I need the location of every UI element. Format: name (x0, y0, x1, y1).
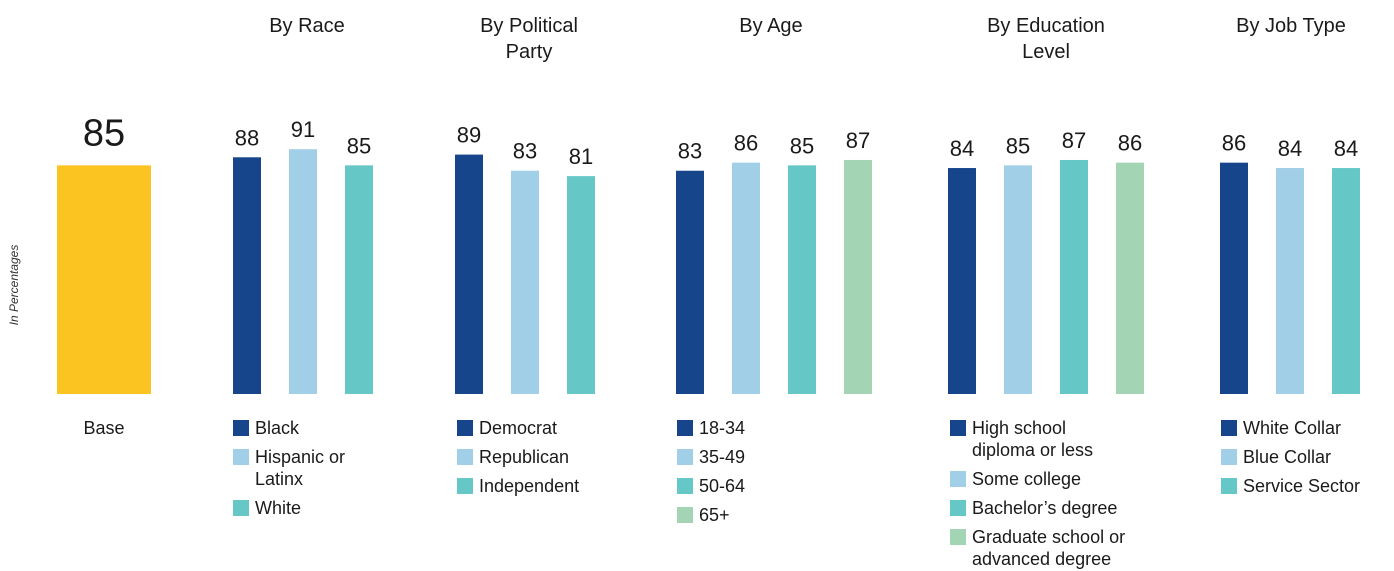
legend-label-0-0: Black (255, 418, 300, 438)
value-label-2-2: 85 (790, 133, 814, 158)
value-label-2-3: 87 (846, 128, 870, 153)
bar-2-2 (788, 165, 816, 394)
bar-1-1 (511, 170, 539, 394)
group-title-2: By Age (739, 15, 802, 37)
value-label-3-2: 87 (1062, 128, 1086, 153)
group-title-1: Party (506, 41, 553, 63)
bar-0-1 (289, 149, 317, 394)
legend-label-2-2: 50-64 (699, 476, 745, 496)
legend-label-1-2: Independent (479, 476, 579, 496)
value-label-1-0: 89 (457, 123, 481, 148)
bar-4-1 (1276, 168, 1304, 394)
bar-0-2 (345, 165, 373, 394)
legend-swatch-3-3 (950, 529, 966, 545)
legend-swatch-3-0 (950, 420, 966, 436)
bar-0-0 (233, 157, 261, 394)
legend-label-4-1: Blue Collar (1243, 447, 1331, 467)
legend-label-4-2: Service Sector (1243, 476, 1360, 496)
legend-label-2-1: 35-49 (699, 447, 745, 467)
base-bar (57, 165, 151, 394)
legend-label-3-1: Some college (972, 469, 1081, 489)
legend-swatch-4-0 (1221, 420, 1237, 436)
value-label-4-2: 84 (1334, 136, 1358, 161)
legend-label-0-1: Latinx (255, 469, 303, 489)
group-title-0: By Race (269, 15, 345, 37)
legend-label-1-1: Republican (479, 447, 569, 467)
base-value-label: 85 (83, 112, 125, 154)
legend-swatch-4-2 (1221, 478, 1237, 494)
bar-3-1 (1004, 165, 1032, 394)
legend-label-0-2: White (255, 498, 301, 518)
legend-swatch-2-0 (677, 420, 693, 436)
legend-label-3-0: diploma or less (972, 440, 1093, 460)
value-label-1-1: 83 (513, 139, 537, 164)
legend-label-2-3: 65+ (699, 505, 730, 525)
legend-swatch-1-0 (457, 420, 473, 436)
legend-swatch-4-1 (1221, 449, 1237, 465)
legend-label-3-2: Bachelor’s degree (972, 498, 1117, 518)
legend-swatch-3-1 (950, 471, 966, 487)
bar-3-3 (1116, 162, 1144, 394)
bar-2-1 (732, 162, 760, 394)
legend-label-0-1: Hispanic or (255, 447, 345, 467)
value-label-4-1: 84 (1278, 136, 1302, 161)
legend-swatch-0-2 (233, 500, 249, 516)
base-label: Base (83, 418, 124, 438)
bar-4-0 (1220, 162, 1248, 394)
legend-swatch-3-2 (950, 500, 966, 516)
legend-label-3-3: Graduate school or (972, 527, 1125, 547)
bar-2-3 (844, 159, 872, 394)
value-label-4-0: 86 (1222, 131, 1246, 156)
group-title-1: By Political (480, 15, 578, 37)
group-title-4: By Job Type (1236, 15, 1346, 37)
y-axis-label: In Percentages (7, 245, 21, 326)
value-label-1-2: 81 (569, 144, 593, 169)
bar-3-2 (1060, 159, 1088, 394)
value-label-3-0: 84 (950, 136, 974, 161)
value-label-2-1: 86 (734, 131, 758, 156)
value-label-3-1: 85 (1006, 133, 1030, 158)
legend-label-3-3: advanced degree (972, 549, 1111, 569)
bar-3-0 (948, 168, 976, 394)
value-label-0-1: 91 (291, 117, 315, 142)
legend-swatch-2-2 (677, 478, 693, 494)
bar-1-0 (455, 154, 483, 394)
legend-swatch-2-3 (677, 507, 693, 523)
group-title-3: By Education (987, 15, 1105, 37)
value-label-0-0: 88 (235, 125, 259, 150)
bar-2-0 (676, 170, 704, 394)
value-label-2-0: 83 (678, 139, 702, 164)
legend-swatch-0-1 (233, 449, 249, 465)
bar-4-2 (1332, 168, 1360, 394)
group-title-3: Level (1022, 41, 1070, 63)
legend-swatch-1-2 (457, 478, 473, 494)
legend-label-1-0: Democrat (479, 418, 557, 438)
value-label-3-3: 86 (1118, 131, 1142, 156)
legend-swatch-0-0 (233, 420, 249, 436)
legend-swatch-2-1 (677, 449, 693, 465)
legend-label-2-0: 18-34 (699, 418, 745, 438)
chart-marks: 85 Base By Race 88 91 85 Black Hispanic orLatin… (57, 15, 1360, 569)
legend-label-3-0: High school (972, 418, 1066, 438)
value-label-0-2: 85 (347, 133, 371, 158)
legend-label-4-0: White Collar (1243, 418, 1341, 438)
legend-swatch-1-1 (457, 449, 473, 465)
bar-1-2 (567, 176, 595, 394)
